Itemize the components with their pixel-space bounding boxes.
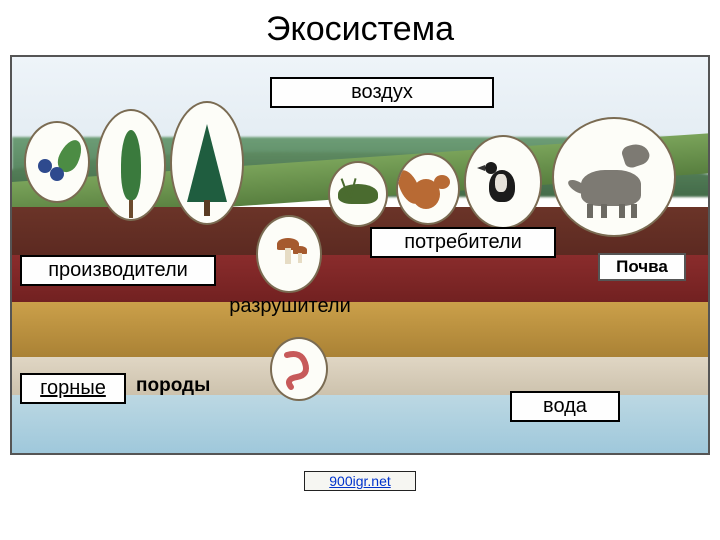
mushroom-circle: [256, 215, 322, 293]
grasshopper-circle: [328, 161, 388, 227]
spruce-circle: [170, 101, 244, 225]
squirrel-circle: [396, 153, 460, 225]
footer-link-box: 900igr.net: [304, 471, 416, 491]
air-label: воздух: [270, 77, 494, 108]
woodpecker-circle: [464, 135, 542, 229]
footer-link[interactable]: 900igr.net: [329, 473, 391, 489]
berries-circle: [24, 121, 90, 203]
producers-label: производители: [20, 255, 216, 286]
worm-circle: [270, 337, 328, 401]
rocks-prefix-label: горные: [20, 373, 126, 404]
wolf-circle: [552, 117, 676, 237]
decomposers-label: разрушители: [204, 295, 376, 318]
birch-circle: [96, 109, 166, 221]
water-label: вода: [510, 391, 620, 422]
rocks-word-label: породы: [136, 375, 210, 397]
consumers-label: потребители: [370, 227, 556, 258]
ecosystem-diagram: воздух производители потребители разруши…: [10, 55, 710, 455]
page-title: Экосистема: [0, 0, 720, 55]
soil-label: Почва: [598, 253, 686, 281]
